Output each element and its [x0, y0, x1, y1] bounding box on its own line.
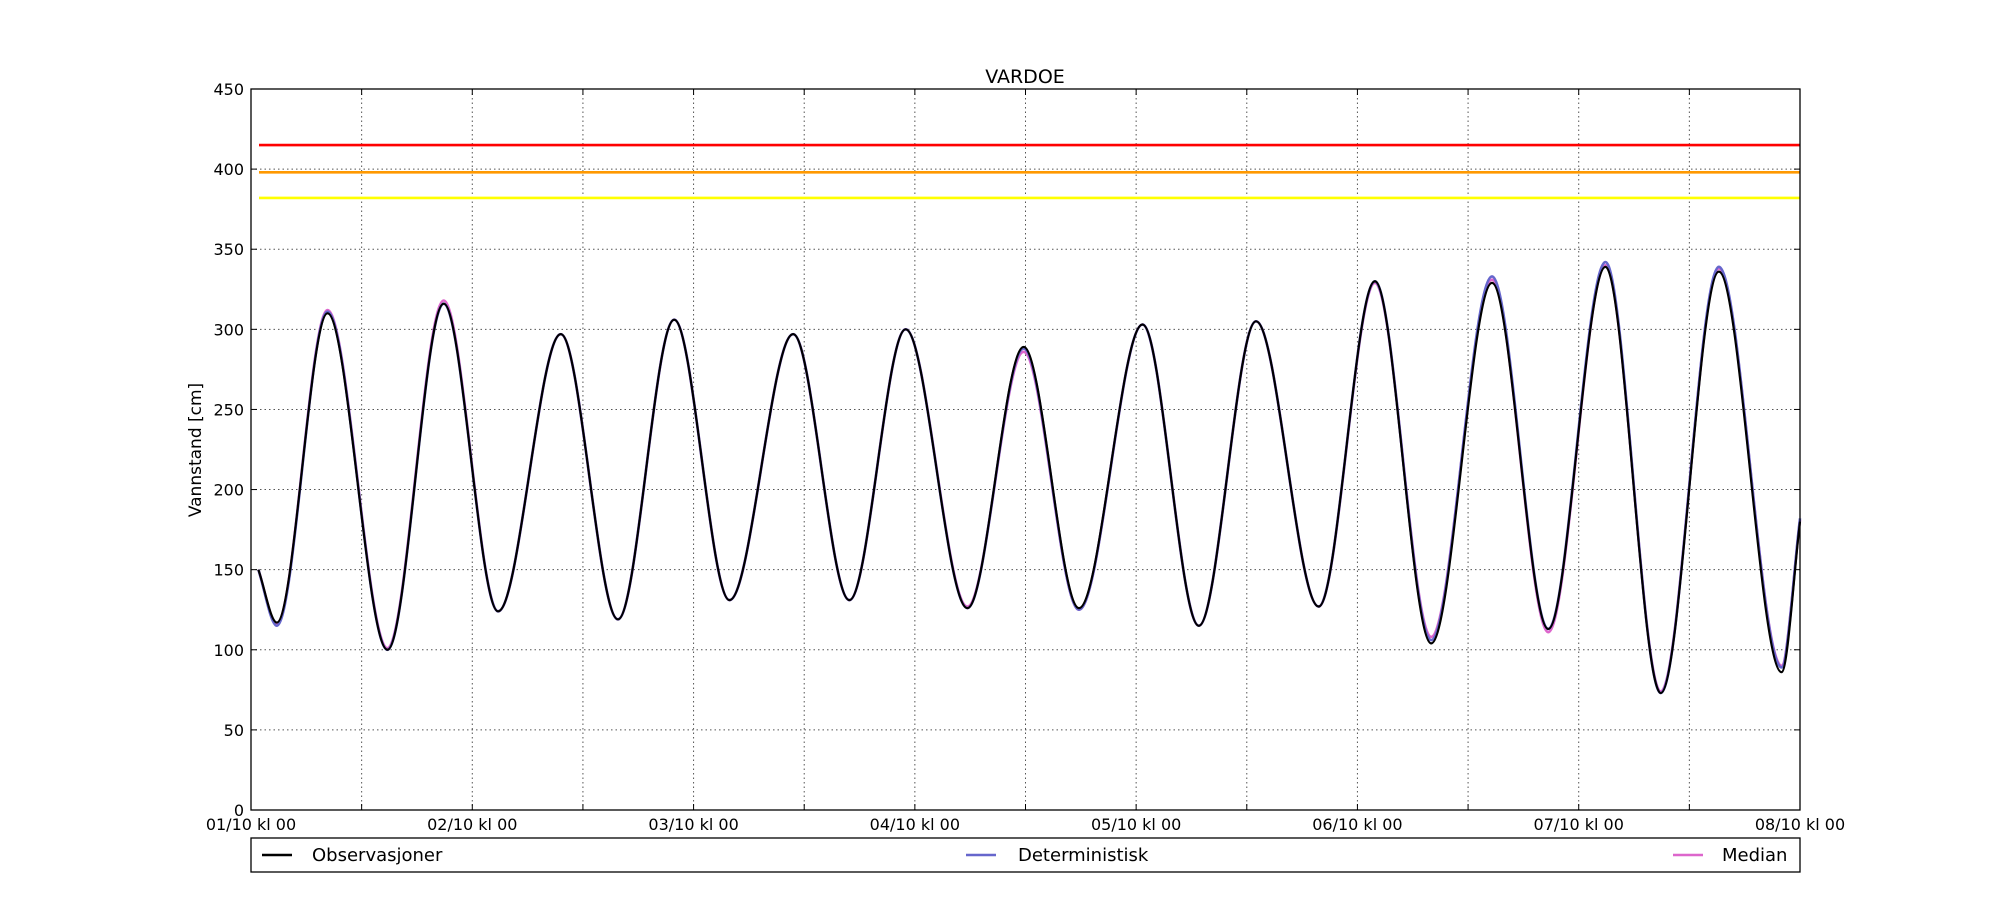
y-tick-label: 450 — [213, 80, 244, 99]
series-lines — [257, 260, 1802, 695]
y-tick-label: 250 — [213, 400, 244, 419]
y-tick-label: 400 — [213, 160, 244, 179]
x-tick-label: 08/10 kl 00 — [1755, 815, 1845, 834]
series-line-observasjoner — [257, 265, 1802, 695]
y-tick-label: 0 — [234, 801, 244, 820]
y-tick-label: 350 — [213, 240, 244, 259]
y-axis-label: Vannstand [cm] — [186, 383, 206, 517]
x-tick-label: 07/10 kl 00 — [1534, 815, 1624, 834]
y-tick-label: 200 — [213, 481, 244, 500]
x-tick-label: 01/10 kl 00 — [206, 815, 296, 834]
grid — [251, 89, 1800, 810]
chart-title: VARDOE — [985, 66, 1065, 88]
legend-label: Observasjoner — [312, 845, 443, 866]
x-tick-label: 04/10 kl 00 — [870, 815, 960, 834]
series-line-deterministisk — [257, 260, 1802, 695]
y-tick-label: 100 — [213, 641, 244, 660]
x-tick-label: 05/10 kl 00 — [1091, 815, 1181, 834]
x-tick-label: 03/10 kl 00 — [648, 815, 738, 834]
x-ticks: 01/10 kl 00 02/10 kl 00 03/10 kl 00 04/10 k… — [206, 89, 1845, 834]
threshold-lines — [259, 143, 1800, 200]
x-tick-label: 06/10 kl 00 — [1312, 815, 1402, 834]
y-tick-label: 300 — [213, 320, 244, 339]
legend-label: Deterministisk — [1018, 845, 1149, 866]
y-ticks: 0 50 100 150 200 250 300 350 400 450 — [213, 80, 1800, 820]
x-tick-label: 02/10 kl 00 — [427, 815, 517, 834]
legend: Observasjoner Deterministisk Median — [250, 837, 1801, 873]
y-tick-label: 50 — [224, 721, 244, 740]
legend-label: Median — [1722, 845, 1787, 866]
legend-frame — [250, 837, 1801, 873]
y-tick-label: 150 — [213, 561, 244, 580]
